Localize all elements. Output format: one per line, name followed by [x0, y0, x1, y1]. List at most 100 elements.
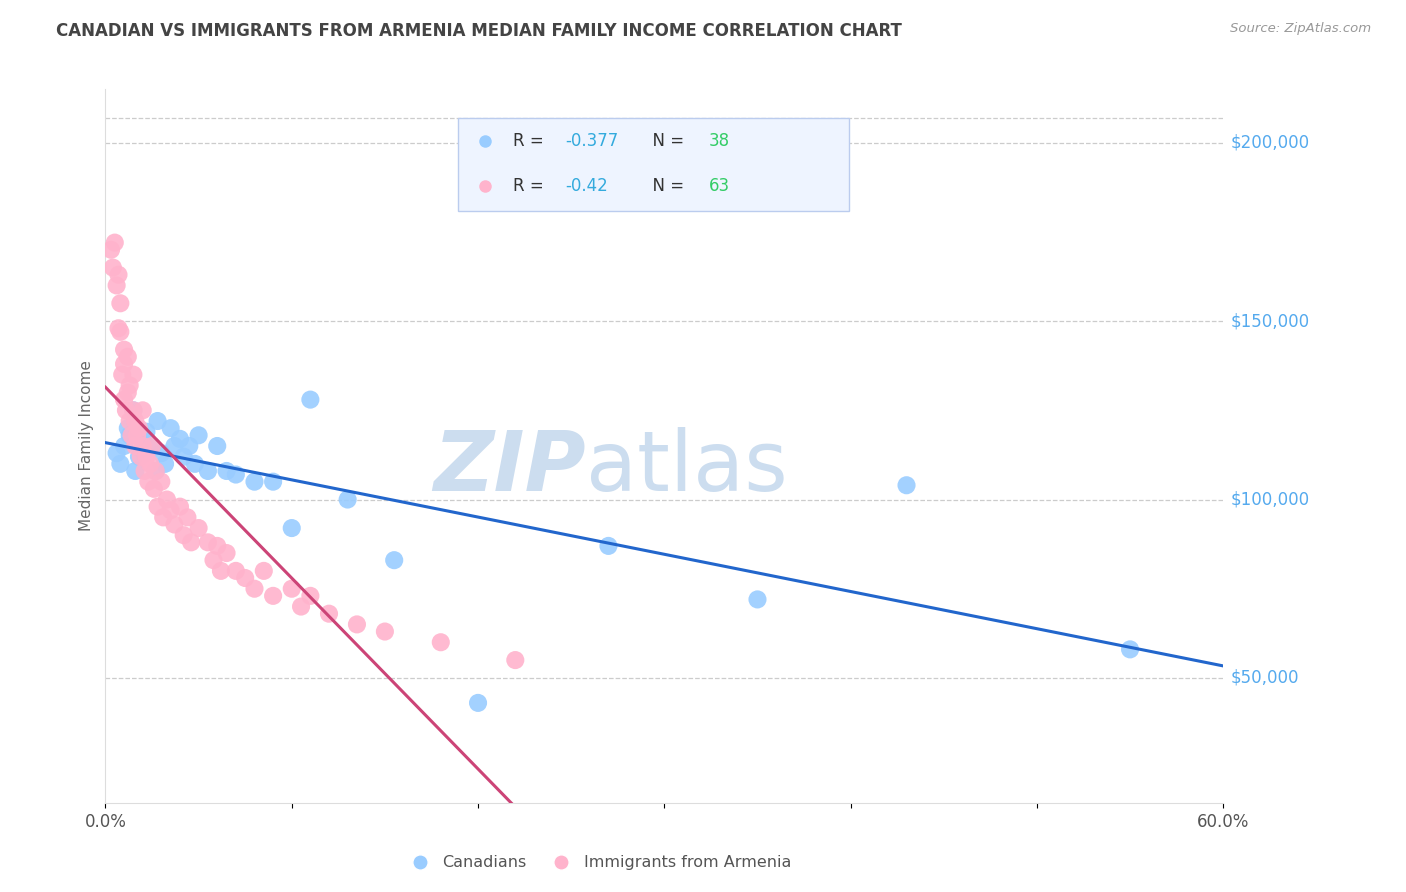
Point	[318, 607, 340, 621]
Text: $50,000: $50,000	[1230, 669, 1299, 687]
Point	[176, 510, 198, 524]
Text: $200,000: $200,000	[1230, 134, 1309, 152]
Point	[135, 450, 157, 464]
Point	[1119, 642, 1142, 657]
Point	[243, 582, 266, 596]
Point	[117, 385, 139, 400]
Point	[187, 428, 209, 442]
Point	[127, 428, 149, 442]
Point	[299, 392, 322, 407]
Text: $100,000: $100,000	[1230, 491, 1309, 508]
Point	[122, 403, 145, 417]
Text: R =: R =	[513, 132, 550, 150]
Point	[336, 492, 359, 507]
Point	[467, 696, 489, 710]
Point	[169, 432, 191, 446]
Point	[136, 475, 159, 489]
Point	[225, 467, 247, 482]
Text: Source: ZipAtlas.com: Source: ZipAtlas.com	[1230, 22, 1371, 36]
Point	[111, 368, 134, 382]
Point	[112, 357, 135, 371]
Point	[169, 500, 191, 514]
Point	[215, 464, 238, 478]
Point	[128, 450, 150, 464]
Point	[233, 571, 256, 585]
Point	[122, 368, 145, 382]
Point	[150, 446, 173, 460]
Point	[503, 653, 526, 667]
Y-axis label: Median Family Income: Median Family Income	[79, 360, 94, 532]
Text: atlas: atlas	[586, 427, 787, 508]
Text: -0.377: -0.377	[565, 132, 619, 150]
Text: ZIP: ZIP	[433, 427, 586, 508]
Point	[134, 464, 156, 478]
Point	[145, 464, 167, 478]
Point	[152, 510, 174, 524]
Point	[132, 432, 155, 446]
Point	[215, 546, 238, 560]
Point	[163, 517, 186, 532]
Point	[135, 425, 157, 439]
Text: CANADIAN VS IMMIGRANTS FROM ARMENIA MEDIAN FAMILY INCOME CORRELATION CHART: CANADIAN VS IMMIGRANTS FROM ARMENIA MEDI…	[56, 22, 903, 40]
Point	[121, 428, 143, 442]
Point	[374, 624, 396, 639]
Point	[180, 535, 202, 549]
Point	[129, 450, 152, 464]
FancyBboxPatch shape	[457, 118, 849, 211]
Point	[253, 564, 276, 578]
Point	[139, 457, 162, 471]
Point	[107, 321, 129, 335]
Point	[110, 296, 132, 310]
Point	[105, 278, 128, 293]
Text: 63: 63	[709, 177, 730, 194]
Point	[173, 528, 195, 542]
Point	[110, 325, 132, 339]
Point	[134, 446, 156, 460]
Point	[124, 464, 146, 478]
Point	[262, 475, 284, 489]
Point	[598, 539, 620, 553]
Point	[132, 403, 155, 417]
Point	[281, 521, 304, 535]
Point	[159, 421, 181, 435]
Point	[145, 464, 167, 478]
Point	[346, 617, 368, 632]
Point	[117, 421, 139, 435]
Point	[197, 464, 219, 478]
Point	[107, 268, 129, 282]
Text: $150,000: $150,000	[1230, 312, 1309, 330]
Point	[159, 503, 181, 517]
Point	[896, 478, 918, 492]
Point	[179, 439, 201, 453]
Point	[141, 439, 163, 453]
Point	[299, 589, 322, 603]
Point	[146, 500, 169, 514]
Text: N =: N =	[643, 132, 689, 150]
Point	[146, 414, 169, 428]
Point	[101, 260, 124, 275]
Point	[262, 589, 284, 603]
Point	[205, 439, 228, 453]
Point	[281, 582, 304, 596]
Point	[290, 599, 312, 614]
Point	[112, 392, 135, 407]
Point	[197, 535, 219, 549]
Point	[128, 421, 150, 435]
Point	[104, 235, 127, 250]
Point	[163, 439, 186, 453]
Point	[100, 243, 122, 257]
Point	[117, 350, 139, 364]
Point	[105, 446, 128, 460]
Point	[150, 475, 173, 489]
Point	[115, 403, 138, 417]
Point	[747, 592, 769, 607]
Point	[173, 450, 195, 464]
Point	[243, 475, 266, 489]
Text: R =: R =	[513, 177, 550, 194]
Point	[225, 564, 247, 578]
Legend: Canadians, Immigrants from Armenia: Canadians, Immigrants from Armenia	[396, 849, 797, 877]
Point	[112, 439, 135, 453]
Text: N =: N =	[643, 177, 689, 194]
Point	[202, 553, 225, 567]
Point	[118, 428, 141, 442]
